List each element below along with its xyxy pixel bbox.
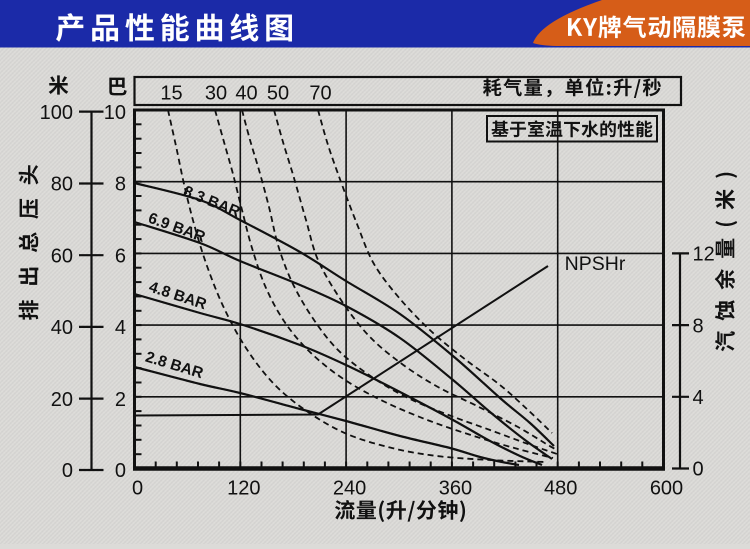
svg-text:60: 60 [51, 245, 73, 267]
svg-text:4: 4 [693, 387, 704, 409]
svg-text:100: 100 [40, 102, 73, 124]
svg-text:2: 2 [115, 389, 126, 411]
svg-text:20: 20 [51, 389, 73, 411]
svg-text:15: 15 [160, 83, 182, 105]
svg-text:120: 120 [227, 478, 260, 500]
svg-text:8: 8 [115, 174, 126, 196]
svg-text:12: 12 [693, 244, 715, 266]
svg-text:0: 0 [115, 460, 126, 482]
svg-text:6: 6 [115, 245, 126, 267]
svg-text:0: 0 [132, 478, 143, 500]
svg-text:240: 240 [333, 478, 366, 500]
svg-text:8: 8 [693, 315, 704, 337]
svg-text:0: 0 [693, 459, 704, 481]
svg-text:10: 10 [104, 102, 126, 124]
svg-text:0: 0 [62, 460, 73, 482]
svg-text:80: 80 [51, 174, 73, 196]
svg-text:40: 40 [51, 317, 73, 339]
svg-text:NPSHr: NPSHr [565, 253, 626, 275]
svg-text:600: 600 [650, 478, 683, 500]
svg-text:50: 50 [267, 83, 289, 105]
svg-text:480: 480 [544, 478, 577, 500]
svg-text:70: 70 [309, 83, 331, 105]
svg-text:360: 360 [439, 478, 472, 500]
svg-text:30: 30 [205, 83, 227, 105]
svg-text:40: 40 [235, 83, 257, 105]
svg-text:4: 4 [115, 317, 126, 339]
